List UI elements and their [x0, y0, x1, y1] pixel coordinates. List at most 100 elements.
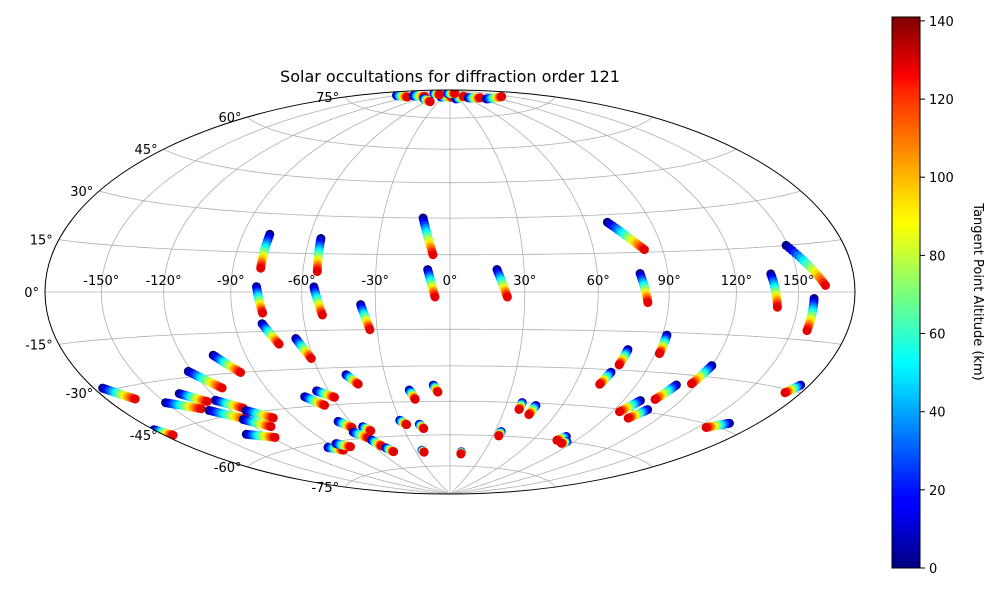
- latitude-tick-label: 45°: [135, 143, 158, 158]
- longitude-tick-label: -150°: [83, 274, 119, 289]
- occultation-point: [456, 449, 466, 459]
- parallel-line: [247, 116, 653, 150]
- occultation-point: [320, 400, 330, 410]
- longitude-tick-label: -60°: [288, 274, 316, 289]
- latitude-tick-label: -30°: [66, 387, 94, 402]
- colorbar-tick-label: 40: [929, 406, 946, 421]
- colorbar: [891, 16, 921, 569]
- occultation-point: [268, 413, 278, 423]
- occultation-point: [614, 360, 624, 370]
- longitude-tick-label: 0°: [443, 274, 458, 289]
- occultation-point: [236, 368, 246, 377]
- occultation-point: [196, 404, 206, 414]
- longitude-tick-labels: -150° -120° -90° -60° -30° 0° 30° 60° 90° 120° 150…: [83, 274, 814, 289]
- latitude-tick-label: -15°: [25, 338, 53, 353]
- occultation-point: [687, 379, 696, 389]
- occultation-point: [780, 388, 790, 398]
- latitude-tick-label: 30°: [70, 185, 93, 200]
- occultation-point: [450, 90, 460, 98]
- longitude-tick-label: 120°: [721, 274, 752, 289]
- occultation-point: [256, 263, 266, 273]
- occultation-point: [802, 326, 812, 336]
- longitude-tick-label: -30°: [361, 274, 389, 289]
- latitude-tick-label: -60°: [214, 461, 242, 476]
- occultation-point: [701, 423, 711, 432]
- occultation-point: [217, 383, 227, 393]
- latitude-tick-label: 60°: [218, 111, 241, 126]
- latitude-tick-labels: -75° -60° -45° -30° -15° 0° 15° 30° 45° 60° 75°: [24, 91, 339, 496]
- occultation-point: [494, 431, 504, 441]
- occultation-point: [514, 405, 524, 414]
- occultation-point: [497, 92, 507, 102]
- longitude-tick-label: 150°: [783, 274, 814, 289]
- occultation-point: [595, 379, 605, 389]
- occultation-point: [433, 387, 443, 397]
- occultation-point: [502, 292, 512, 302]
- occultation-point: [435, 90, 445, 100]
- occultation-point: [402, 420, 412, 430]
- occultation-point: [623, 413, 633, 423]
- globe-outline: [44, 89, 856, 495]
- colorbar-tick-label: 100: [929, 171, 954, 186]
- longitude-tick-label: 90°: [658, 274, 681, 289]
- occultation-point: [306, 354, 316, 363]
- occultation-point: [639, 245, 649, 255]
- occultation-point: [258, 308, 268, 318]
- occultation-point: [366, 426, 376, 436]
- occultation-point: [365, 325, 375, 335]
- colorbar-tick-label: 80: [929, 249, 946, 264]
- occultation-point: [130, 394, 140, 404]
- occultation-point: [274, 339, 284, 349]
- latitude-tick-label: -45°: [130, 429, 158, 444]
- occultation-point: [312, 267, 322, 276]
- occultation-point: [266, 422, 276, 432]
- occultation-point: [389, 447, 399, 457]
- graticule: [45, 90, 855, 494]
- parallel-line: [344, 465, 556, 488]
- occultation-point: [353, 379, 363, 389]
- parallel-line: [99, 190, 801, 219]
- occultation-point: [556, 438, 566, 448]
- occultation-point: [410, 394, 420, 404]
- occultation-point: [428, 250, 438, 260]
- occultation-point: [419, 424, 429, 434]
- latitude-tick-label: 75°: [316, 91, 339, 106]
- parallel-line: [58, 239, 842, 256]
- longitude-tick-label: 60°: [587, 274, 610, 289]
- chart-title: Solar occultations for diffraction order…: [280, 67, 620, 86]
- occultation-point: [317, 310, 327, 320]
- occultation-point: [654, 349, 664, 359]
- latitude-tick-label: 15°: [30, 234, 53, 249]
- occultation-point: [650, 394, 660, 404]
- occultation-point: [772, 302, 782, 312]
- occultation-points: [98, 90, 830, 459]
- occultation-point: [168, 430, 178, 440]
- occultation-point: [270, 432, 280, 442]
- occultation-point: [524, 410, 534, 420]
- colorbar-tick-label: 140: [929, 15, 954, 30]
- occultation-point: [643, 298, 653, 308]
- occultation-point: [821, 280, 830, 290]
- latitude-tick-label: -75°: [311, 481, 339, 496]
- occultation-point: [330, 392, 339, 402]
- occultation-point: [202, 397, 212, 406]
- parallel-line: [58, 328, 842, 345]
- longitude-tick-label: -120°: [146, 274, 182, 289]
- colorbar-ticks: 0 20 40 60 80 100 120 140: [920, 15, 954, 577]
- longitude-tick-label: 30°: [513, 274, 536, 289]
- parallel-line: [163, 148, 737, 184]
- latitude-tick-label: 0°: [24, 286, 39, 301]
- occultation-point: [425, 97, 435, 107]
- occultation-point: [615, 407, 624, 417]
- colorbar-tick-label: 0: [929, 562, 937, 577]
- longitude-tick-label: -90°: [217, 274, 245, 289]
- occultation-point: [430, 292, 440, 302]
- occultation-point: [419, 447, 429, 457]
- parallel-line: [344, 96, 556, 119]
- occultation-point: [346, 442, 355, 452]
- parallel-line: [247, 434, 653, 468]
- colorbar-label: Tangent Point Altitude (km): [970, 202, 985, 380]
- colorbar-tick-label: 120: [929, 93, 954, 108]
- colorbar-tick-label: 60: [929, 328, 946, 343]
